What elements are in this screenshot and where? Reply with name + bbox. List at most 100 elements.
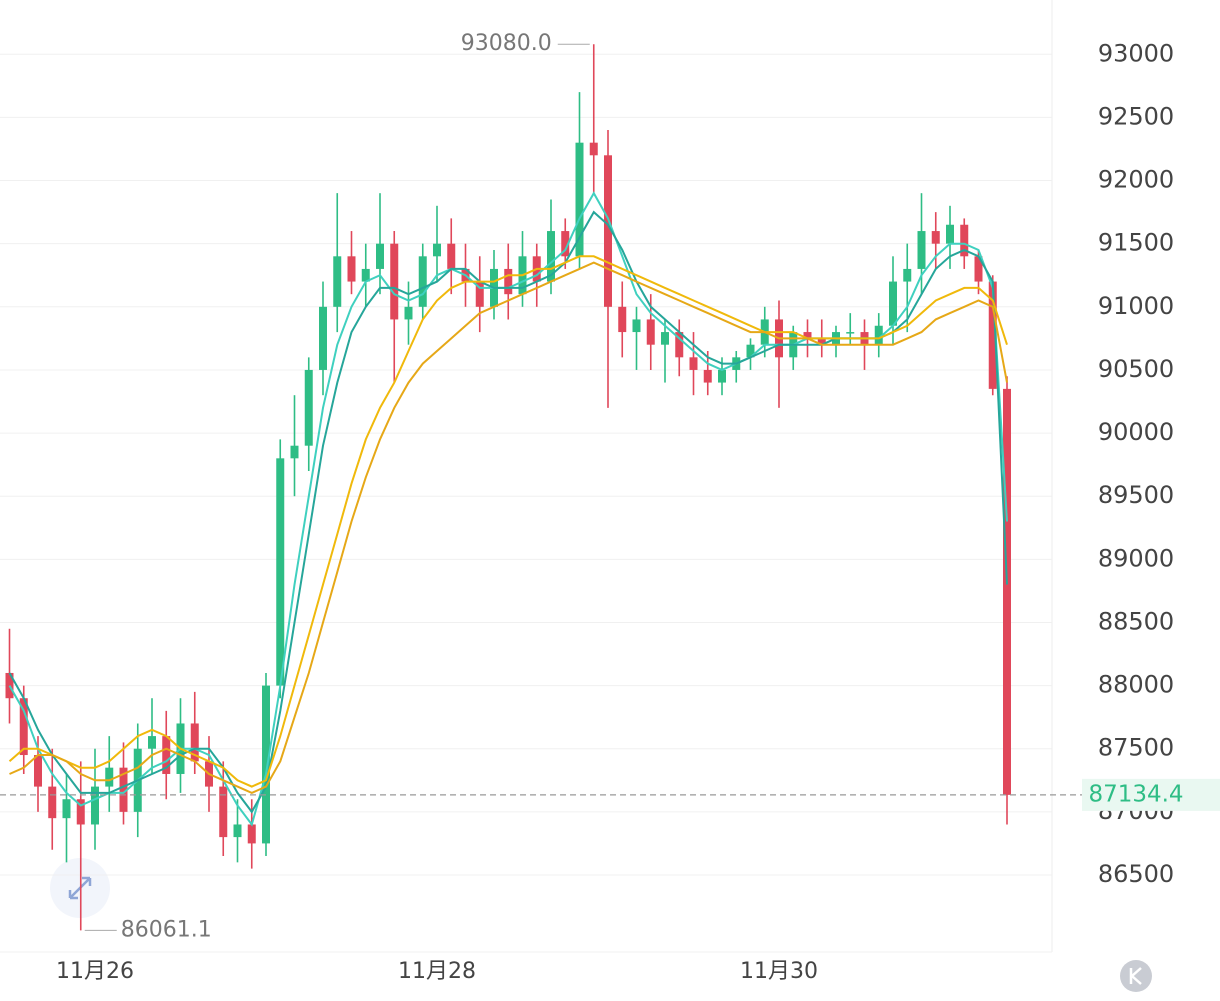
x-tick-label: 11月28 — [398, 959, 476, 984]
candle-body — [62, 799, 71, 819]
candle — [304, 357, 313, 471]
candle-body — [974, 256, 983, 282]
candle-body — [247, 824, 256, 844]
candle-body — [190, 723, 199, 762]
y-tick-label: 91000 — [1098, 292, 1174, 320]
candle-body — [304, 369, 313, 446]
candle-body — [347, 256, 356, 282]
y-tick-label: 89000 — [1098, 544, 1174, 572]
candle-body — [988, 281, 997, 389]
candle — [347, 231, 356, 295]
candle-body — [333, 256, 342, 307]
candle — [504, 243, 513, 320]
candle — [390, 231, 399, 383]
candle-body — [589, 142, 598, 156]
candle-body — [233, 824, 242, 838]
y-tick-label: 90000 — [1098, 418, 1174, 446]
candle-body — [575, 142, 584, 257]
y-tick-label: 91500 — [1098, 229, 1174, 257]
candle-body — [504, 268, 513, 295]
last-price-box — [1082, 778, 1220, 811]
candle — [433, 205, 441, 282]
candle-body — [1003, 388, 1011, 795]
candle-body — [675, 332, 684, 358]
candle — [903, 243, 912, 333]
candle-body — [604, 155, 612, 307]
candle — [262, 672, 270, 857]
candle — [48, 748, 57, 850]
candle-body — [632, 319, 641, 333]
candle-body — [561, 231, 570, 257]
y-tick-label: 93000 — [1098, 39, 1174, 67]
candle — [276, 439, 285, 699]
y-tick-label: 92500 — [1098, 102, 1174, 130]
candle — [889, 256, 897, 345]
candle — [162, 710, 171, 800]
candle-body — [960, 224, 969, 257]
k-glyph[interactable] — [1129, 967, 1142, 985]
candle — [290, 395, 299, 497]
candle — [618, 281, 627, 358]
candle — [319, 281, 327, 396]
k-button[interactable] — [1120, 960, 1152, 992]
candle — [1003, 376, 1011, 825]
y-tick-label: 89500 — [1098, 481, 1174, 509]
candle-body — [618, 306, 627, 333]
candle-body — [162, 736, 171, 774]
candle — [589, 44, 598, 194]
candle — [547, 199, 555, 295]
candle-body — [19, 698, 28, 756]
candle — [418, 243, 427, 320]
candle — [5, 628, 14, 724]
candle-body — [361, 268, 370, 282]
candle-body — [917, 231, 926, 269]
last-price-label: 87134.4 — [1088, 781, 1183, 807]
k-icon[interactable] — [1120, 960, 1152, 992]
candle-body — [148, 736, 156, 749]
y-tick-label: 90500 — [1098, 355, 1174, 383]
candle-body — [48, 786, 57, 819]
candle — [874, 313, 883, 358]
candle-body — [5, 672, 14, 699]
candle — [148, 698, 156, 774]
candle-body — [376, 243, 384, 269]
candle-body — [689, 357, 698, 370]
ma-line — [9, 261, 1008, 794]
candle-body — [76, 799, 85, 825]
candle-body — [803, 332, 812, 339]
candle-body — [903, 268, 912, 282]
candle — [946, 205, 954, 269]
candle-body — [661, 332, 669, 345]
candle — [376, 193, 384, 295]
candle-body — [91, 786, 99, 825]
candle-body — [475, 281, 484, 307]
candle-body — [946, 224, 954, 244]
candle — [62, 773, 71, 863]
candle-body — [817, 338, 826, 345]
candle-body — [718, 369, 726, 383]
candle-body — [703, 369, 712, 383]
high-label: 93080.0 — [461, 31, 552, 56]
candle-body — [34, 755, 42, 787]
candle-body — [290, 445, 299, 459]
candle — [333, 193, 342, 333]
candle — [931, 212, 940, 269]
candle-body — [846, 332, 855, 334]
candle-body — [874, 325, 883, 345]
plot-area — [5, 44, 1011, 931]
candle — [661, 319, 669, 383]
candle — [447, 218, 456, 295]
candle-body — [746, 344, 755, 358]
candle-body — [119, 767, 128, 812]
candle — [219, 761, 228, 857]
y-tick-label: 88500 — [1098, 607, 1174, 635]
y-tick-label: 87500 — [1098, 734, 1174, 762]
y-tick-label: 86500 — [1098, 860, 1174, 888]
candle — [361, 243, 370, 307]
ma-line — [8, 255, 1008, 788]
candle-body — [447, 243, 456, 269]
x-tick-label: 11月30 — [740, 959, 818, 984]
candle-body — [889, 281, 897, 326]
